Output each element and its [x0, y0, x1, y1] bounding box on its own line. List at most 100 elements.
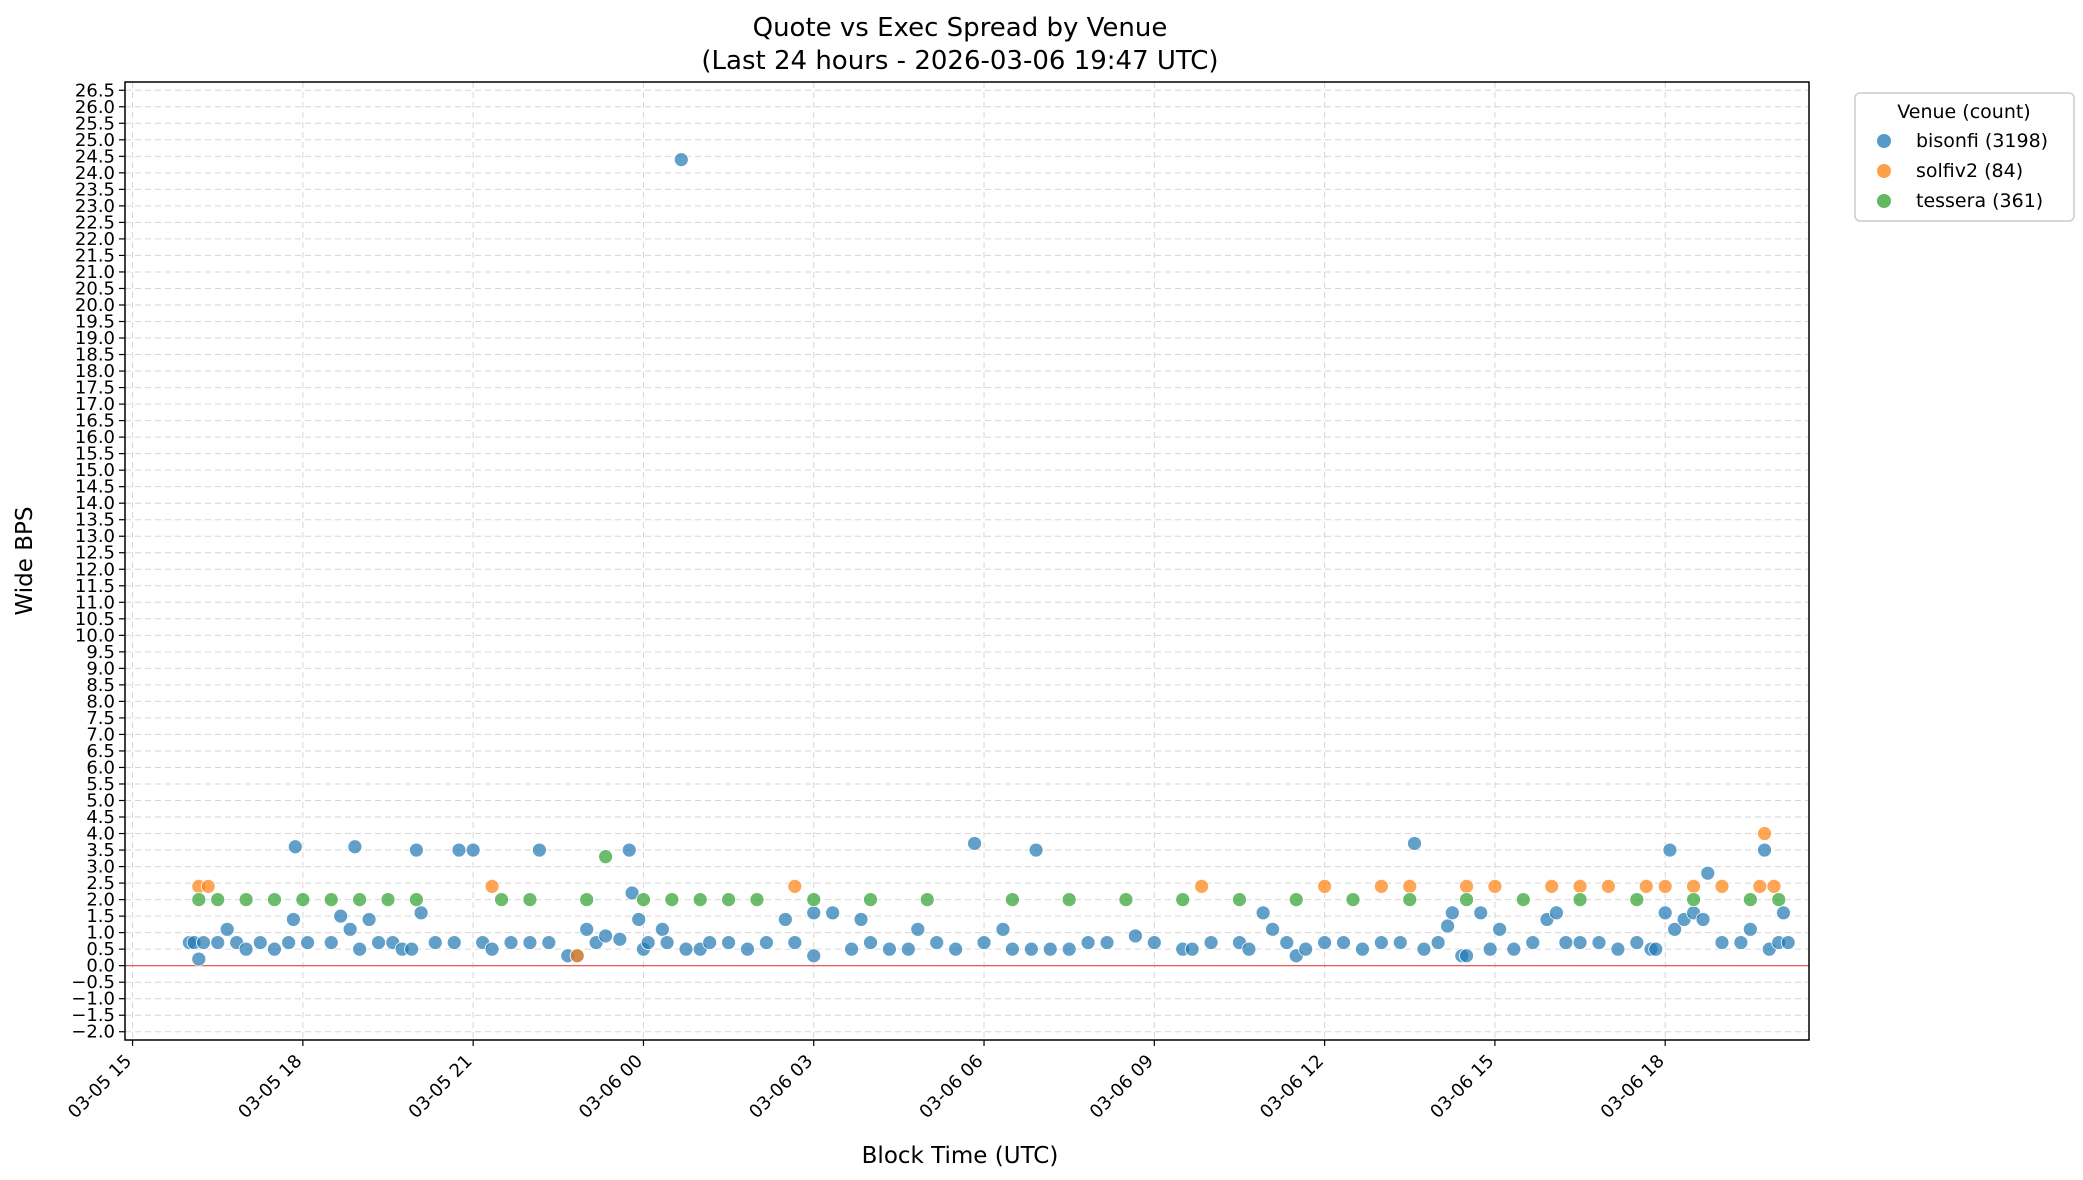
data-point-bisonfi	[640, 935, 656, 950]
y-tick-label: 22.5	[75, 212, 115, 233]
data-point-bisonfi	[210, 935, 226, 950]
data-point-tessera	[1345, 892, 1361, 908]
data-point-bisonfi	[531, 842, 547, 858]
y-tick-label: 7.0	[86, 724, 115, 745]
data-point-bisonfi	[1444, 905, 1460, 921]
data-point-bisonfi	[1407, 836, 1422, 851]
y-tick-label: 17.5	[75, 378, 115, 399]
x-axis-label: Block Time (UTC)	[862, 1143, 1059, 1169]
data-point-solfiv2	[1459, 878, 1474, 894]
data-point-bisonfi	[678, 941, 694, 957]
data-point-tessera	[1572, 892, 1588, 908]
data-point-tessera	[1402, 892, 1418, 908]
data-point-bisonfi	[806, 948, 822, 964]
data-point-bisonfi	[1005, 941, 1020, 957]
data-point-bisonfi	[287, 839, 303, 855]
y-tick-label: 20.0	[75, 295, 115, 316]
data-point-bisonfi	[1203, 935, 1219, 950]
data-point-bisonfi	[323, 935, 339, 950]
data-point-tessera	[1629, 892, 1645, 908]
data-point-bisonfi	[1184, 941, 1200, 957]
data-point-bisonfi	[1700, 865, 1716, 881]
data-point-tessera	[919, 892, 935, 908]
y-tick-label: −0.5	[71, 972, 115, 993]
y-tick-label: 4.0	[86, 824, 115, 845]
data-point-bisonfi	[252, 935, 268, 950]
data-point-bisonfi	[333, 908, 349, 924]
series-tessera	[191, 849, 1787, 908]
y-tick-label: 9.5	[86, 642, 115, 663]
series-bisonfi	[181, 152, 1796, 967]
data-point-bisonfi	[1317, 935, 1333, 950]
y-tick-label: 19.0	[75, 328, 115, 349]
data-point-bisonfi	[1733, 935, 1749, 950]
y-tick-label: 5.0	[86, 791, 115, 812]
data-point-bisonfi	[806, 905, 822, 921]
data-point-tessera	[238, 892, 254, 908]
data-point-solfiv2	[1714, 878, 1730, 894]
data-point-bisonfi	[825, 905, 841, 921]
data-point-bisonfi	[900, 941, 916, 957]
data-point-bisonfi	[1648, 941, 1664, 957]
data-point-solfiv2	[484, 878, 500, 894]
data-point-bisonfi	[371, 935, 386, 950]
data-point-bisonfi	[352, 941, 368, 957]
y-tick-label: 10.5	[75, 609, 115, 630]
data-point-tessera	[721, 892, 736, 908]
y-tick-label: 14.5	[75, 477, 115, 498]
y-tick-label: 19.5	[75, 312, 115, 333]
data-point-bisonfi	[1392, 935, 1408, 950]
chart-title: Quote vs Exec Spread by Venue	[753, 13, 1168, 43]
y-tick-label: 4.5	[86, 807, 115, 828]
data-point-bisonfi	[1459, 948, 1474, 964]
data-point-bisonfi	[238, 941, 254, 957]
data-point-bisonfi	[612, 931, 628, 947]
data-point-tessera	[267, 892, 282, 908]
data-point-bisonfi	[1742, 921, 1758, 937]
y-tick-label: 0.0	[86, 956, 115, 977]
y-tick-label: 25.5	[75, 113, 115, 134]
legend-box	[1854, 92, 2075, 222]
y-tick-label: 11.5	[75, 576, 115, 597]
data-point-bisonfi	[1440, 918, 1456, 934]
y-tick-label: 20.5	[75, 278, 115, 299]
data-point-bisonfi	[404, 941, 420, 957]
y-tick-label: 26.0	[75, 97, 115, 118]
data-point-tessera	[1459, 892, 1474, 908]
data-point-bisonfi	[1336, 935, 1351, 950]
data-point-bisonfi	[300, 935, 315, 950]
data-point-tessera	[191, 892, 207, 908]
data-point-bisonfi	[191, 951, 207, 967]
data-point-solfiv2	[1766, 878, 1782, 894]
legend-label-solfiv2: solfiv2 (84)	[1916, 160, 2023, 182]
data-point-bisonfi	[759, 935, 774, 950]
y-tick-label: 25.0	[75, 130, 115, 151]
data-point-tessera	[863, 892, 878, 908]
y-tick-label: 0.5	[86, 939, 115, 960]
data-point-bisonfi	[285, 912, 301, 927]
data-point-bisonfi	[503, 935, 519, 950]
data-point-bisonfi	[863, 935, 878, 950]
data-point-bisonfi	[541, 935, 557, 950]
data-point-tessera	[749, 892, 765, 908]
data-point-bisonfi	[522, 935, 538, 950]
data-point-bisonfi	[465, 842, 481, 858]
data-point-bisonfi	[1629, 935, 1645, 950]
y-tick-label: 13.5	[75, 510, 115, 531]
data-point-bisonfi	[1473, 905, 1489, 921]
data-point-tessera	[1061, 892, 1077, 908]
data-point-solfiv2	[1752, 878, 1768, 894]
data-point-bisonfi	[910, 921, 926, 937]
data-point-bisonfi	[1241, 941, 1257, 957]
data-point-tessera	[1175, 892, 1191, 908]
data-point-bisonfi	[1780, 935, 1796, 950]
data-point-bisonfi	[1591, 935, 1607, 950]
y-tick-label: 5.5	[86, 774, 115, 795]
data-point-bisonfi	[1776, 905, 1791, 921]
legend-label-tessera: tessera (361)	[1916, 190, 2043, 212]
data-point-bisonfi	[624, 885, 640, 901]
legend-title: Venue (count)	[1897, 101, 2030, 123]
y-tick-label: 6.0	[86, 757, 115, 778]
data-point-solfiv2	[1572, 878, 1588, 894]
